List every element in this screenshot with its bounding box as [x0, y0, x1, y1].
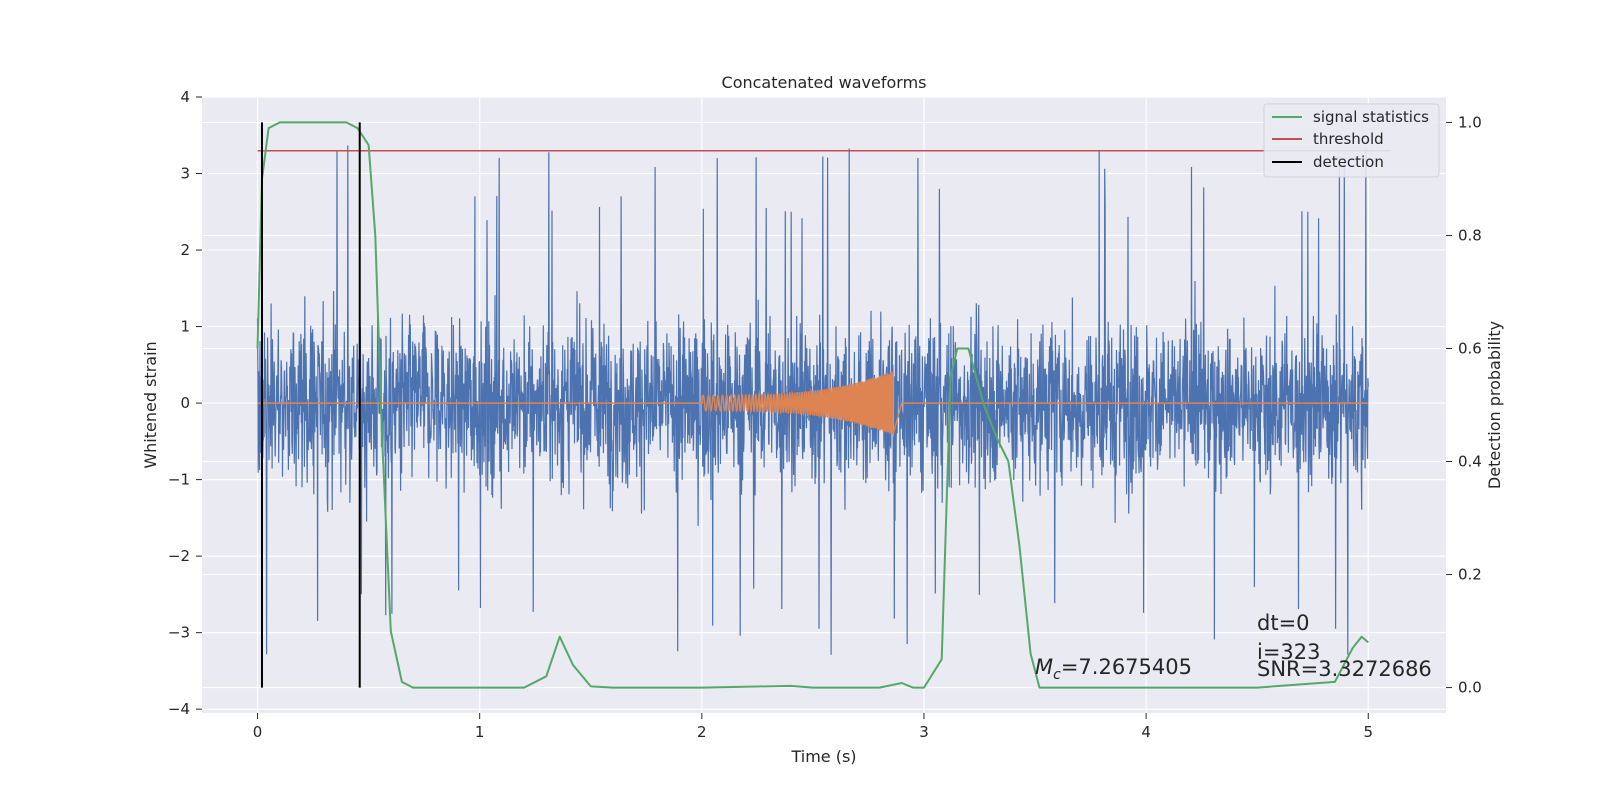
annotation-snr: SNR=3.3272686: [1257, 657, 1432, 681]
plot-area: [256, 121, 1391, 689]
annotation-mc: Mc=7.2675405: [1035, 655, 1192, 683]
template-series-line: [257, 371, 1369, 436]
annotation-i: i=323: [1257, 640, 1321, 664]
y-tick-label-right: 0.2: [1458, 566, 1482, 584]
y-tick-label-right: 0.8: [1458, 226, 1482, 244]
axes: 0 1 2 3 4 5 −4 −3 −2 −1 0 1 2 3 4 0.0 0.2 0.4 0.6 0.8 1.0: [168, 88, 1482, 741]
y-tick-label-left: 3: [180, 165, 190, 183]
y-tick-label-left: −1: [168, 471, 190, 489]
x-tick-label: 4: [1141, 723, 1151, 741]
chart-title: Concatenated waveforms: [722, 73, 927, 92]
annotation-mc-value: =7.2675405: [1061, 655, 1192, 679]
y-tick-label-left: 1: [180, 318, 190, 336]
legend-label-signal-statistics: signal statistics: [1313, 108, 1429, 126]
y-tick-label-left: −4: [168, 700, 190, 718]
legend-label-detection: detection: [1313, 153, 1384, 171]
x-tick-label: 1: [475, 723, 485, 741]
x-tick-label: 2: [697, 723, 707, 741]
svg-text:Mc=7.2675405: Mc=7.2675405: [1035, 655, 1192, 683]
x-tick-label: 3: [919, 723, 929, 741]
x-tick-label: 5: [1363, 723, 1373, 741]
signal-statistics-line: [256, 121, 1369, 689]
y-axis-label-left: Whitened strain: [141, 341, 160, 468]
y-tick-label-left: 0: [180, 394, 190, 412]
annotation-mc-symbol: M: [1035, 655, 1053, 679]
y-tick-label-right: 0.6: [1458, 339, 1482, 357]
y-tick-label-left: 4: [180, 88, 190, 106]
y-tick-label-left: −3: [168, 624, 190, 642]
strain-series-line: [256, 145, 1369, 655]
x-axis-label: Time (s): [790, 747, 856, 766]
y-tick-label-right: 0.4: [1458, 453, 1482, 471]
legend-box: [1263, 103, 1440, 178]
legend: signal statistics threshold detection: [1263, 103, 1440, 178]
y-axis-label-right: Detection probability: [1485, 321, 1504, 489]
annotation-mc-subscript: c: [1053, 667, 1061, 683]
y-tick-label-left: 2: [180, 241, 190, 259]
x-tick-label: 0: [253, 723, 263, 741]
y-tick-label-right: 0.0: [1458, 679, 1482, 697]
y-tick-label-right: 1.0: [1458, 113, 1482, 131]
legend-label-threshold: threshold: [1313, 130, 1384, 148]
annotation-dt: dt=0: [1257, 611, 1310, 635]
y-tick-label-left: −2: [168, 547, 190, 565]
